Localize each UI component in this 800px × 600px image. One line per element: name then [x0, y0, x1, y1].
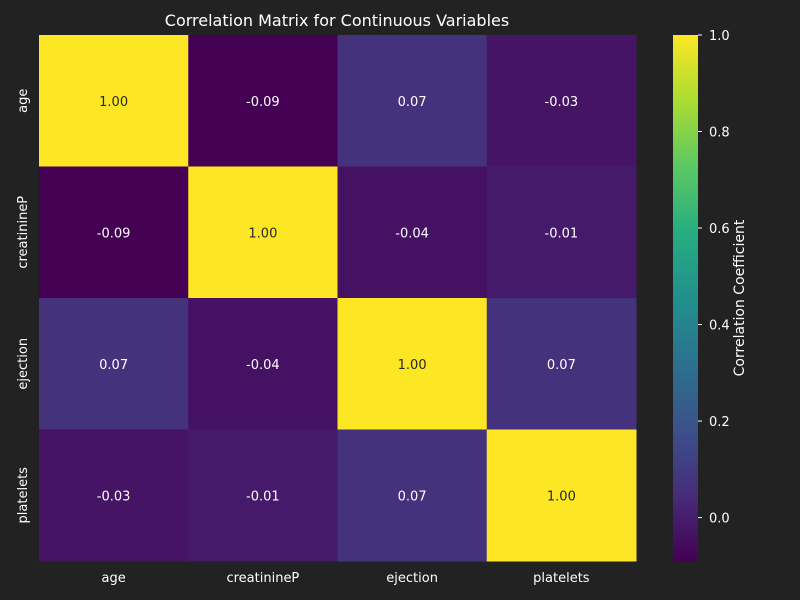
heatmap-cell-value: -0.04	[246, 358, 280, 373]
heatmap-cell	[188, 166, 338, 299]
heatmap-cell-value: 0.07	[99, 358, 128, 373]
x-tick-label: platelets	[533, 571, 590, 586]
y-tick-label: age	[16, 89, 31, 113]
colorbar-tick-label: 0.6	[709, 222, 730, 237]
heatmap-cell-value: -0.03	[545, 95, 579, 110]
heatmap-cell-value: -0.03	[97, 489, 131, 504]
y-tick-label: creatinineP	[16, 196, 31, 269]
heatmap-cell-value: 0.07	[398, 489, 427, 504]
y-tick-label: platelets	[16, 467, 31, 524]
x-tick-label: creatinineP	[226, 571, 299, 586]
y-axis-tick-labels: age creatinineP ejection platelets	[16, 89, 31, 524]
heatmap-cell-value: 1.00	[547, 489, 576, 504]
x-tick-label: age	[102, 571, 126, 586]
heatmap-cell-value: -0.01	[545, 226, 579, 241]
colorbar-label: Correlation Coefficient	[732, 219, 748, 376]
colorbar-ticks: 0.0 0.2 0.4 0.6 0.8 1.0	[698, 29, 730, 527]
heatmap-cell	[486, 166, 637, 299]
heatmap-cells	[39, 35, 637, 562]
heatmap-cell	[486, 298, 637, 430]
colorbar-tick-label: 0.2	[709, 415, 730, 430]
heatmap-cell-value: 1.00	[248, 226, 277, 241]
heatmap-cell	[486, 35, 637, 167]
heatmap-cell	[39, 166, 189, 299]
colorbar-tick-label: 1.0	[709, 29, 730, 44]
heatmap-cell-value: -0.01	[246, 489, 280, 504]
colorbar-gradient	[673, 35, 698, 561]
colorbar: 0.0 0.2 0.4 0.6 0.8 1.0 Correlation Coefficie…	[673, 29, 748, 561]
heatmap-cell	[188, 298, 338, 430]
heatmap-cell	[188, 429, 338, 562]
heatmap-cell-value: -0.09	[97, 226, 131, 241]
chart-title: Correlation Matrix for Continuous Variab…	[165, 11, 509, 30]
heatmap-cell	[337, 166, 488, 299]
heatmap-cell-value: 0.07	[547, 358, 576, 373]
heatmap-cell	[337, 429, 488, 562]
colorbar-tick-label: 0.4	[709, 319, 730, 334]
x-tick-label: ejection	[386, 571, 438, 586]
heatmap-cell-labels: 1.00 -0.09 0.07 -0.03 -0.09 1.00 -0.04 -0.01 0.0…	[97, 95, 578, 505]
y-tick-label: ejection	[16, 338, 31, 390]
heatmap-cell	[337, 35, 488, 167]
colorbar-tick-label: 0.8	[709, 126, 730, 141]
heatmap-cell	[39, 429, 189, 562]
colorbar-tick-label: 0.0	[709, 512, 730, 527]
heatmap-cell-value: -0.04	[395, 226, 429, 241]
heatmap-cell-value: 1.00	[398, 358, 427, 373]
heatmap-cell-value: 1.00	[99, 95, 128, 110]
heatmap-cell-value: 0.07	[398, 95, 427, 110]
heatmap-cell	[337, 298, 488, 430]
heatmap-cell	[39, 298, 189, 430]
heatmap-cell	[486, 429, 637, 562]
heatmap-cell	[188, 35, 338, 167]
heatmap-cell	[39, 35, 189, 167]
heatmap-cell-value: -0.09	[246, 95, 280, 110]
x-axis-tick-labels: age creatinineP ejection platelets	[102, 571, 590, 586]
